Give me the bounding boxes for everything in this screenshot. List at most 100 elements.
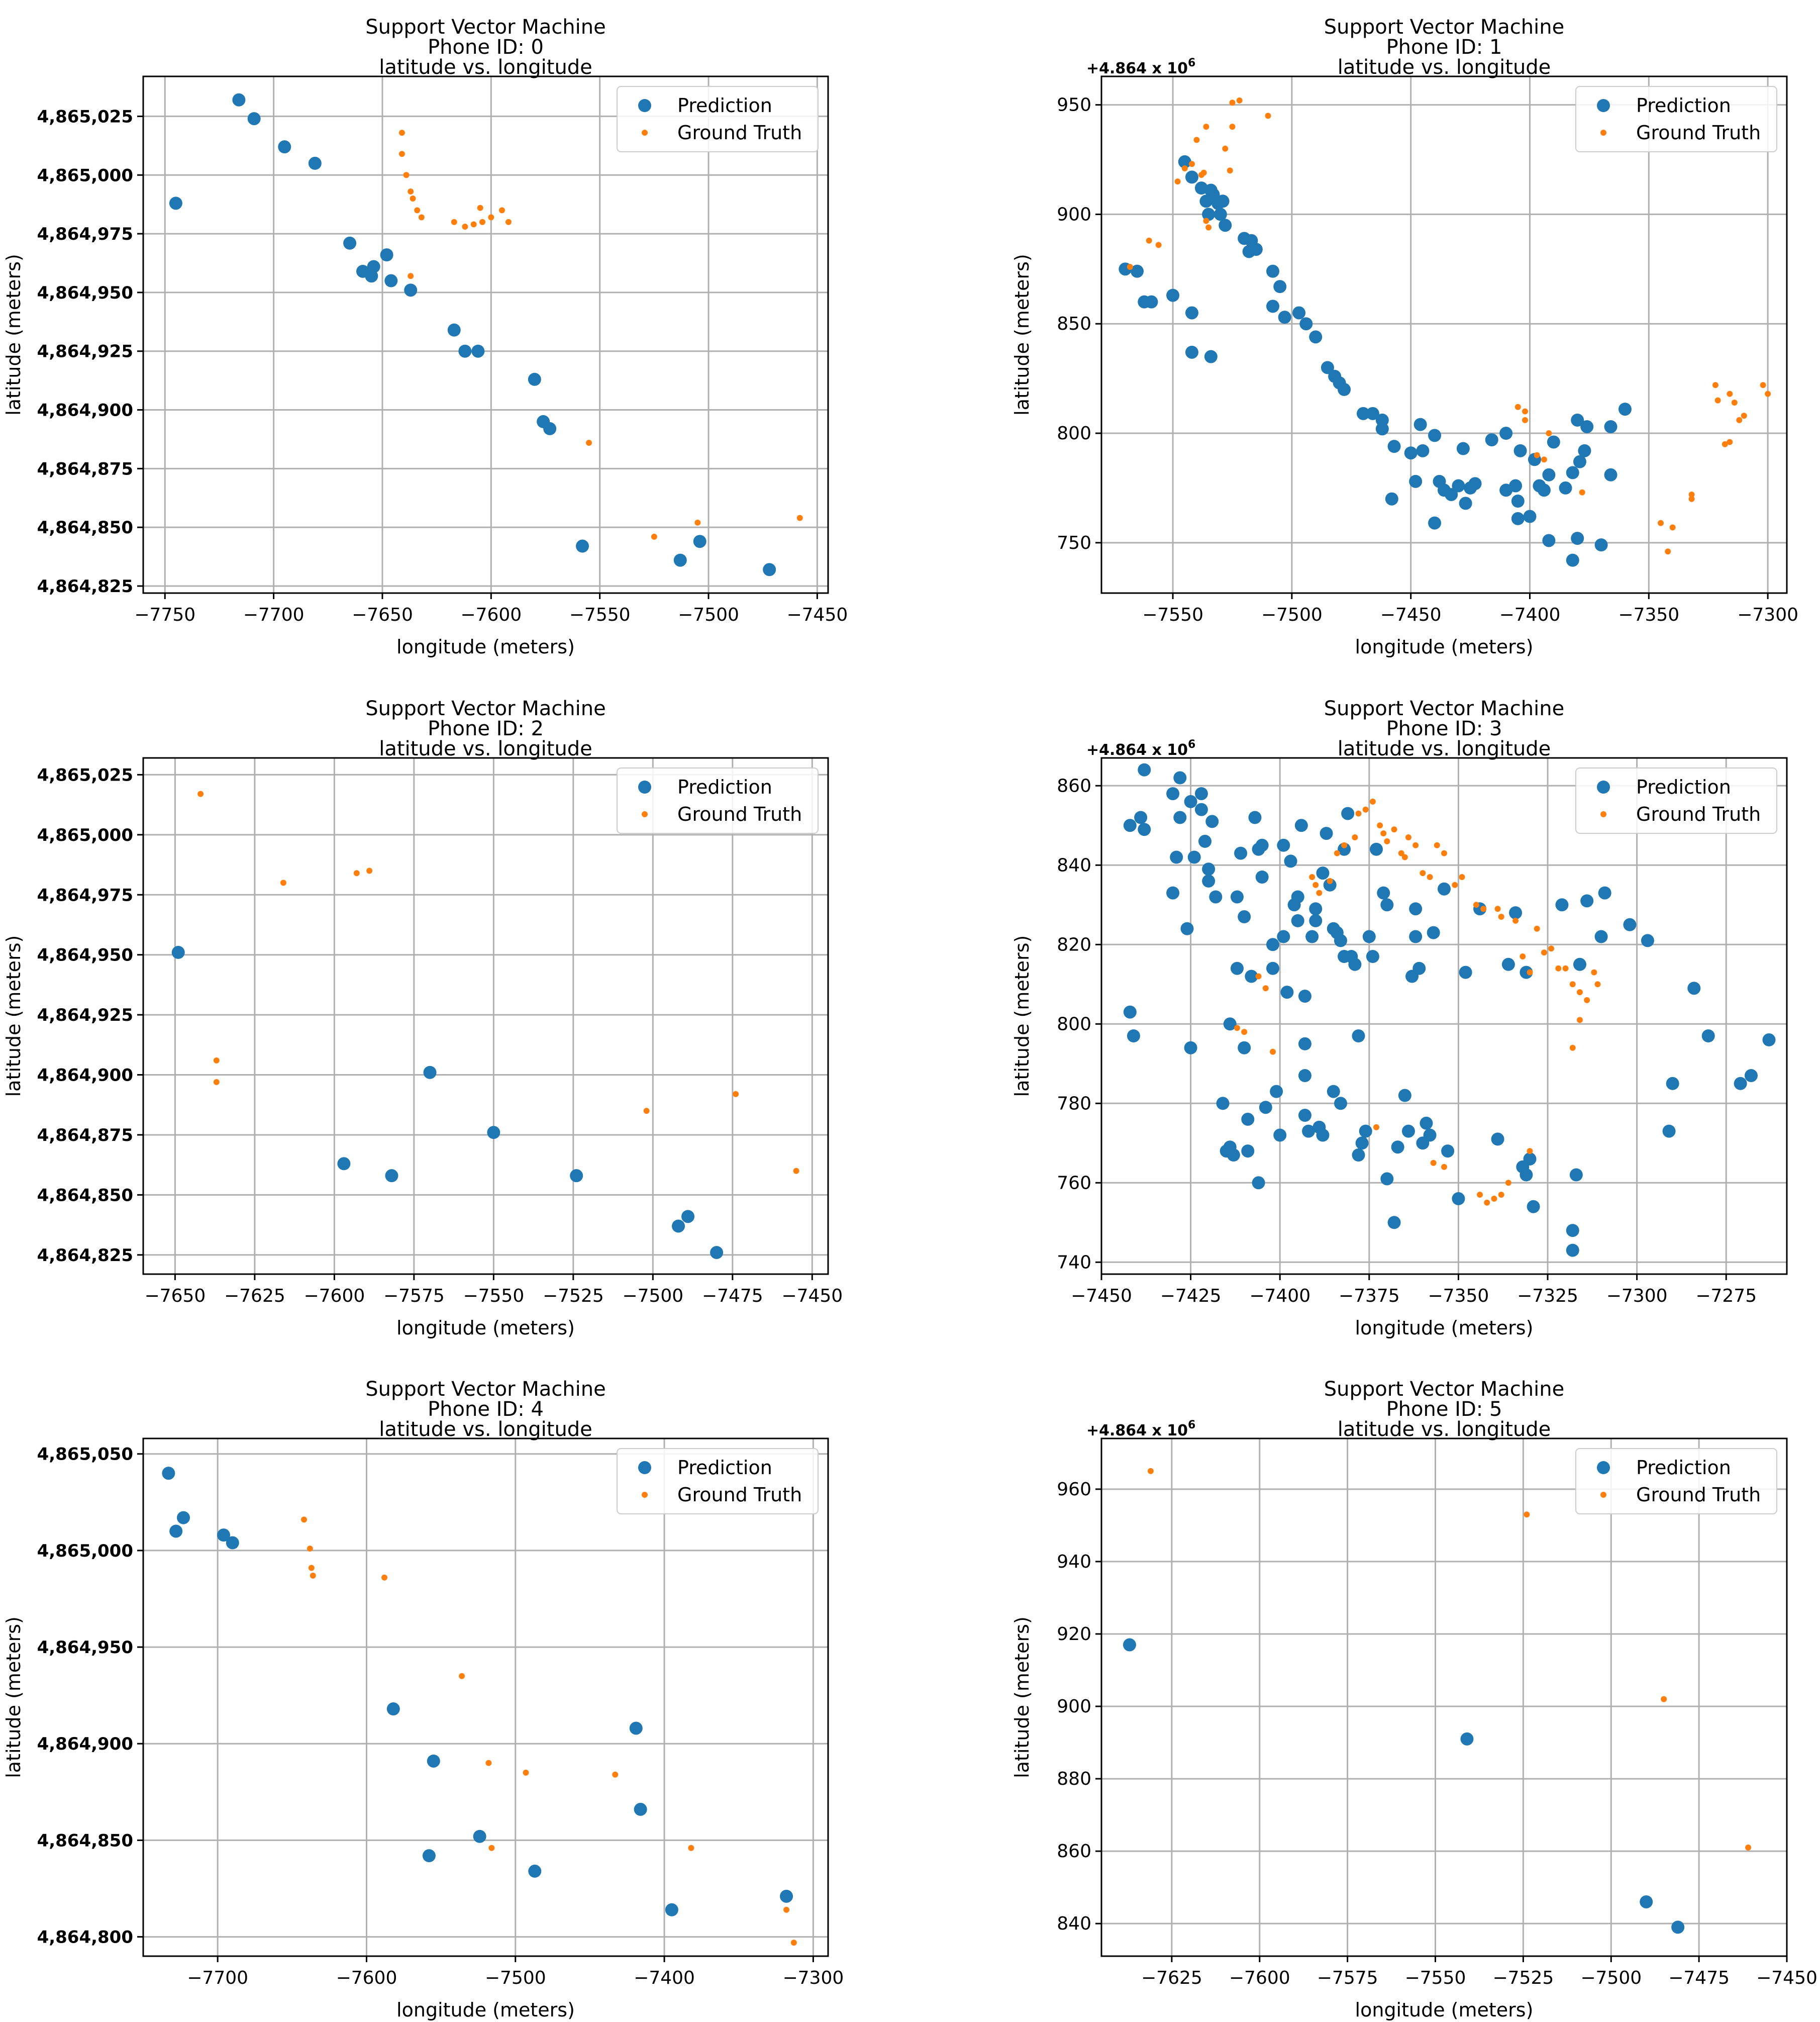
prediction-point [1377, 886, 1390, 900]
y-tick-label: 4,864,950 [37, 283, 133, 303]
prediction-point [1459, 966, 1472, 979]
prediction-point [1241, 1144, 1255, 1158]
x-axis-label: longitude (meters) [1355, 1999, 1534, 2021]
ground-truth-point [308, 1565, 315, 1571]
prediction-point [693, 535, 706, 548]
x-tick-label: −7650 [145, 1286, 206, 1306]
ground-truth-point [1473, 902, 1479, 908]
ground-truth-point [1362, 806, 1369, 813]
ground-truth-point [1327, 878, 1333, 884]
y-tick-label: 4,865,050 [37, 1445, 133, 1465]
prediction-point [278, 140, 291, 154]
ground-truth-point [1203, 218, 1209, 224]
legend-frame [617, 86, 819, 152]
prediction-point [1173, 771, 1187, 785]
prediction-point [1573, 455, 1586, 468]
ground-truth-point [1522, 408, 1529, 415]
prediction-point [1598, 886, 1611, 900]
prediction-point [672, 1219, 685, 1233]
prediction-point [1204, 350, 1218, 363]
y-tick-label: 4,864,900 [37, 401, 133, 421]
prediction-point [1355, 1136, 1369, 1150]
y-tick-label: 4,864,975 [37, 885, 133, 905]
prediction-point [169, 197, 182, 210]
x-tick-label: −7275 [1695, 1286, 1757, 1306]
prediction-point [1566, 1224, 1579, 1237]
prediction-point [1321, 361, 1334, 374]
ground-truth-point [796, 515, 803, 521]
prediction-point [1123, 1638, 1136, 1652]
chart-title-line: Phone ID: 5 [1386, 1398, 1502, 1421]
prediction-point [1298, 990, 1311, 1003]
ground-truth-point [1736, 417, 1743, 423]
prediction-point [1230, 961, 1244, 975]
ground-truth-point [381, 1574, 388, 1581]
legend-label: Ground Truth [1636, 122, 1761, 144]
prediction-point [1604, 420, 1617, 433]
x-tick-label: −7400 [1499, 605, 1561, 625]
ground-truth-point [488, 1845, 495, 1851]
prediction-point [1413, 418, 1427, 431]
legend-ground-truth-marker [642, 1492, 648, 1498]
prediction-point [1219, 219, 1232, 232]
prediction-point [1542, 534, 1556, 547]
prediction-point [367, 260, 380, 273]
prediction-point [1569, 1168, 1583, 1182]
ground-truth-point [1127, 263, 1133, 270]
chart-title-line: Support Vector Machine [365, 697, 605, 720]
prediction-point [422, 1849, 436, 1863]
prediction-point [1255, 838, 1269, 852]
x-tick-label: −7375 [1339, 1286, 1400, 1306]
prediction-point [1185, 345, 1198, 359]
ground-truth-point [1555, 965, 1562, 972]
y-tick-label: 4,864,950 [37, 945, 133, 966]
ground-truth-point [1524, 1511, 1530, 1518]
prediction-point [1266, 264, 1279, 278]
chart-title-line: latitude vs. longitude [379, 737, 592, 760]
prediction-point [1352, 1148, 1365, 1162]
ground-truth-point [1234, 1025, 1240, 1031]
y-tick-label: 840 [1057, 855, 1091, 876]
ground-truth-point [310, 1572, 316, 1579]
chart-title-line: Phone ID: 3 [1386, 717, 1502, 740]
ground-truth-point [1352, 834, 1358, 840]
ground-truth-point [1412, 842, 1419, 848]
y-tick-label: 820 [1057, 934, 1091, 955]
prediction-point [1302, 1124, 1316, 1138]
prediction-point [1701, 1029, 1715, 1042]
y-tick-label: 860 [1057, 1841, 1091, 1862]
y-tick-label: 900 [1057, 204, 1091, 225]
prediction-point [473, 1830, 486, 1843]
x-tick-label: −7550 [463, 1286, 524, 1306]
prediction-point [1671, 1920, 1685, 1934]
x-tick-label: −7450 [1756, 1968, 1817, 1988]
prediction-point [1352, 1029, 1365, 1042]
x-tick-label: −7650 [352, 605, 413, 625]
ground-truth-point [488, 214, 494, 221]
legend-frame [617, 1448, 819, 1514]
prediction-point [1734, 1077, 1747, 1090]
x-tick-label: −7550 [569, 605, 631, 625]
ground-truth-point [1398, 850, 1404, 856]
x-tick-label: −7300 [1737, 605, 1798, 625]
ground-truth-point [586, 439, 592, 446]
prediction-point [1138, 823, 1151, 836]
prediction-point [1241, 1112, 1255, 1126]
series-prediction [1123, 1638, 1685, 1934]
prediction-point [386, 1702, 400, 1716]
y-tick-label: 4,864,850 [37, 1185, 133, 1205]
y-tick-label: 4,865,025 [37, 765, 133, 785]
ground-truth-point [1146, 237, 1152, 244]
x-axis-label: longitude (meters) [396, 1999, 575, 2021]
ground-truth-point [1665, 548, 1671, 555]
legend: Prediction Ground Truth [1575, 767, 1777, 834]
ground-truth-point [477, 205, 483, 211]
x-tick-label: −7700 [187, 1968, 248, 1988]
prediction-point [1230, 890, 1244, 904]
x-tick-label: −7575 [383, 1286, 445, 1306]
prediction-point [171, 945, 185, 959]
legend: Prediction Ground Truth [1575, 86, 1777, 152]
ground-truth-point [523, 1769, 529, 1776]
prediction-point [1259, 1101, 1272, 1114]
